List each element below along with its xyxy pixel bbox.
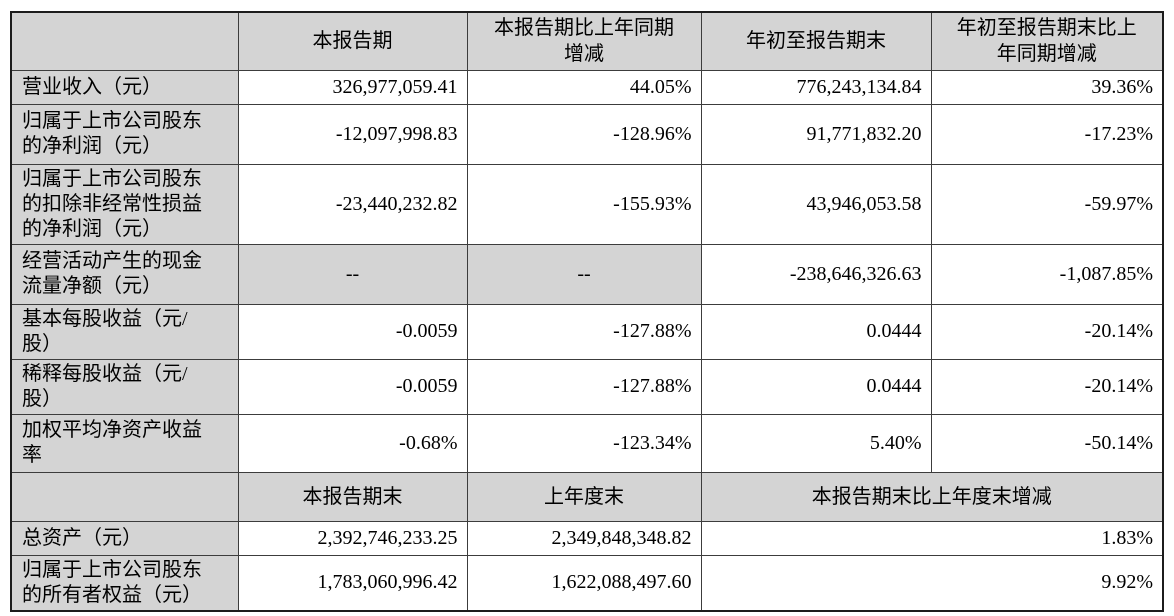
- cell-value: 44.05%: [466, 69, 702, 105]
- col-header-prior-year-end: 上年度末: [466, 471, 702, 522]
- cell-value: 91,771,832.20: [700, 103, 932, 165]
- financial-summary-table: 本报告期 本报告期比上年同期 增减 年初至报告期末 年初至报告期末比上 年同期增…: [10, 11, 1164, 612]
- row-net-profit-attributable: 归属于上市公司股东 的净利润（元） -12,097,998.83 -128.96…: [10, 103, 1164, 165]
- cell-value: -12,097,998.83: [237, 103, 468, 165]
- cell-value: -0.0059: [237, 303, 468, 360]
- cell-value: 0.0444: [700, 303, 932, 360]
- cell-value: -50.14%: [930, 413, 1164, 473]
- cell-value: 0.0444: [700, 358, 932, 415]
- cell-value: 776,243,134.84: [700, 69, 932, 105]
- cell-value: -17.23%: [930, 103, 1164, 165]
- cell-value: -23,440,232.82: [237, 163, 468, 245]
- row-operating-revenue: 营业收入（元） 326,977,059.41 44.05% 776,243,13…: [10, 69, 1164, 105]
- row-net-profit-excl-nonrecurring: 归属于上市公司股东 的扣除非经常性损益 的净利润（元） -23,440,232.…: [10, 163, 1164, 245]
- cell-value: -127.88%: [466, 358, 702, 415]
- row-label: 营业收入（元）: [10, 69, 239, 105]
- cell-value: -155.93%: [466, 163, 702, 245]
- header-row-period: 本报告期 本报告期比上年同期 增减 年初至报告期末 年初至报告期末比上 年同期增…: [10, 11, 1164, 71]
- col-header-current-period-end: 本报告期末: [237, 471, 468, 522]
- row-label: 归属于上市公司股东 的扣除非经常性损益 的净利润（元）: [10, 163, 239, 245]
- col-header-current-period: 本报告期: [237, 11, 468, 71]
- cell-value: -20.14%: [930, 358, 1164, 415]
- row-weighted-avg-roe: 加权平均净资产收益 率 -0.68% -123.34% 5.40% -50.14…: [10, 413, 1164, 473]
- col-header-period-yoy-change: 本报告期比上年同期 增减: [466, 11, 702, 71]
- row-basic-eps: 基本每股收益（元/ 股） -0.0059 -127.88% 0.0444 -20…: [10, 303, 1164, 360]
- cell-value: -127.88%: [466, 303, 702, 360]
- cell-value: 9.92%: [700, 554, 1164, 611]
- cell-value: 1,783,060,996.42: [237, 554, 468, 611]
- row-label: 归属于上市公司股东 的所有者权益（元）: [10, 554, 239, 611]
- col-header-year-to-date: 年初至报告期末: [700, 11, 932, 71]
- cell-value: -123.34%: [466, 413, 702, 473]
- cell-value: -1,087.85%: [930, 243, 1164, 305]
- cell-value: -238,646,326.63: [700, 243, 932, 305]
- cell-value: 1.83%: [700, 520, 1164, 556]
- cell-value: 2,392,746,233.25: [237, 520, 468, 556]
- cell-value: --: [237, 243, 468, 305]
- cell-value: -20.14%: [930, 303, 1164, 360]
- header-row-period-end: 本报告期末 上年度末 本报告期末比上年度末增减: [10, 471, 1164, 522]
- row-label: 基本每股收益（元/ 股）: [10, 303, 239, 360]
- col-header-change-vs-prior-year-end: 本报告期末比上年度末增减: [700, 471, 1164, 522]
- row-label: 稀释每股收益（元/ 股）: [10, 358, 239, 415]
- row-owners-equity: 归属于上市公司股东 的所有者权益（元） 1,783,060,996.42 1,6…: [10, 554, 1164, 611]
- cell-value: 43,946,053.58: [700, 163, 932, 245]
- row-label: 总资产（元）: [10, 520, 239, 556]
- col-header-ytd-yoy-change: 年初至报告期末比上 年同期增减: [930, 11, 1164, 71]
- cell-value: 2,349,848,348.82: [466, 520, 702, 556]
- row-diluted-eps: 稀释每股收益（元/ 股） -0.0059 -127.88% 0.0444 -20…: [10, 358, 1164, 415]
- row-label: 经营活动产生的现金 流量净额（元）: [10, 243, 239, 305]
- cell-value: -0.0059: [237, 358, 468, 415]
- cell-value: -0.68%: [237, 413, 468, 473]
- cell-value: 39.36%: [930, 69, 1164, 105]
- cell-value: 1,622,088,497.60: [466, 554, 702, 611]
- cell-value: 5.40%: [700, 413, 932, 473]
- header-corner-cell: [10, 471, 239, 522]
- cell-value: --: [466, 243, 702, 305]
- cell-value: 326,977,059.41: [237, 69, 468, 105]
- row-operating-cash-flow: 经营活动产生的现金 流量净额（元） -- -- -238,646,326.63 …: [10, 243, 1164, 305]
- header-corner-cell: [10, 11, 239, 71]
- row-label: 加权平均净资产收益 率: [10, 413, 239, 473]
- row-label: 归属于上市公司股东 的净利润（元）: [10, 103, 239, 165]
- row-total-assets: 总资产（元） 2,392,746,233.25 2,349,848,348.82…: [10, 520, 1164, 556]
- cell-value: -128.96%: [466, 103, 702, 165]
- cell-value: -59.97%: [930, 163, 1164, 245]
